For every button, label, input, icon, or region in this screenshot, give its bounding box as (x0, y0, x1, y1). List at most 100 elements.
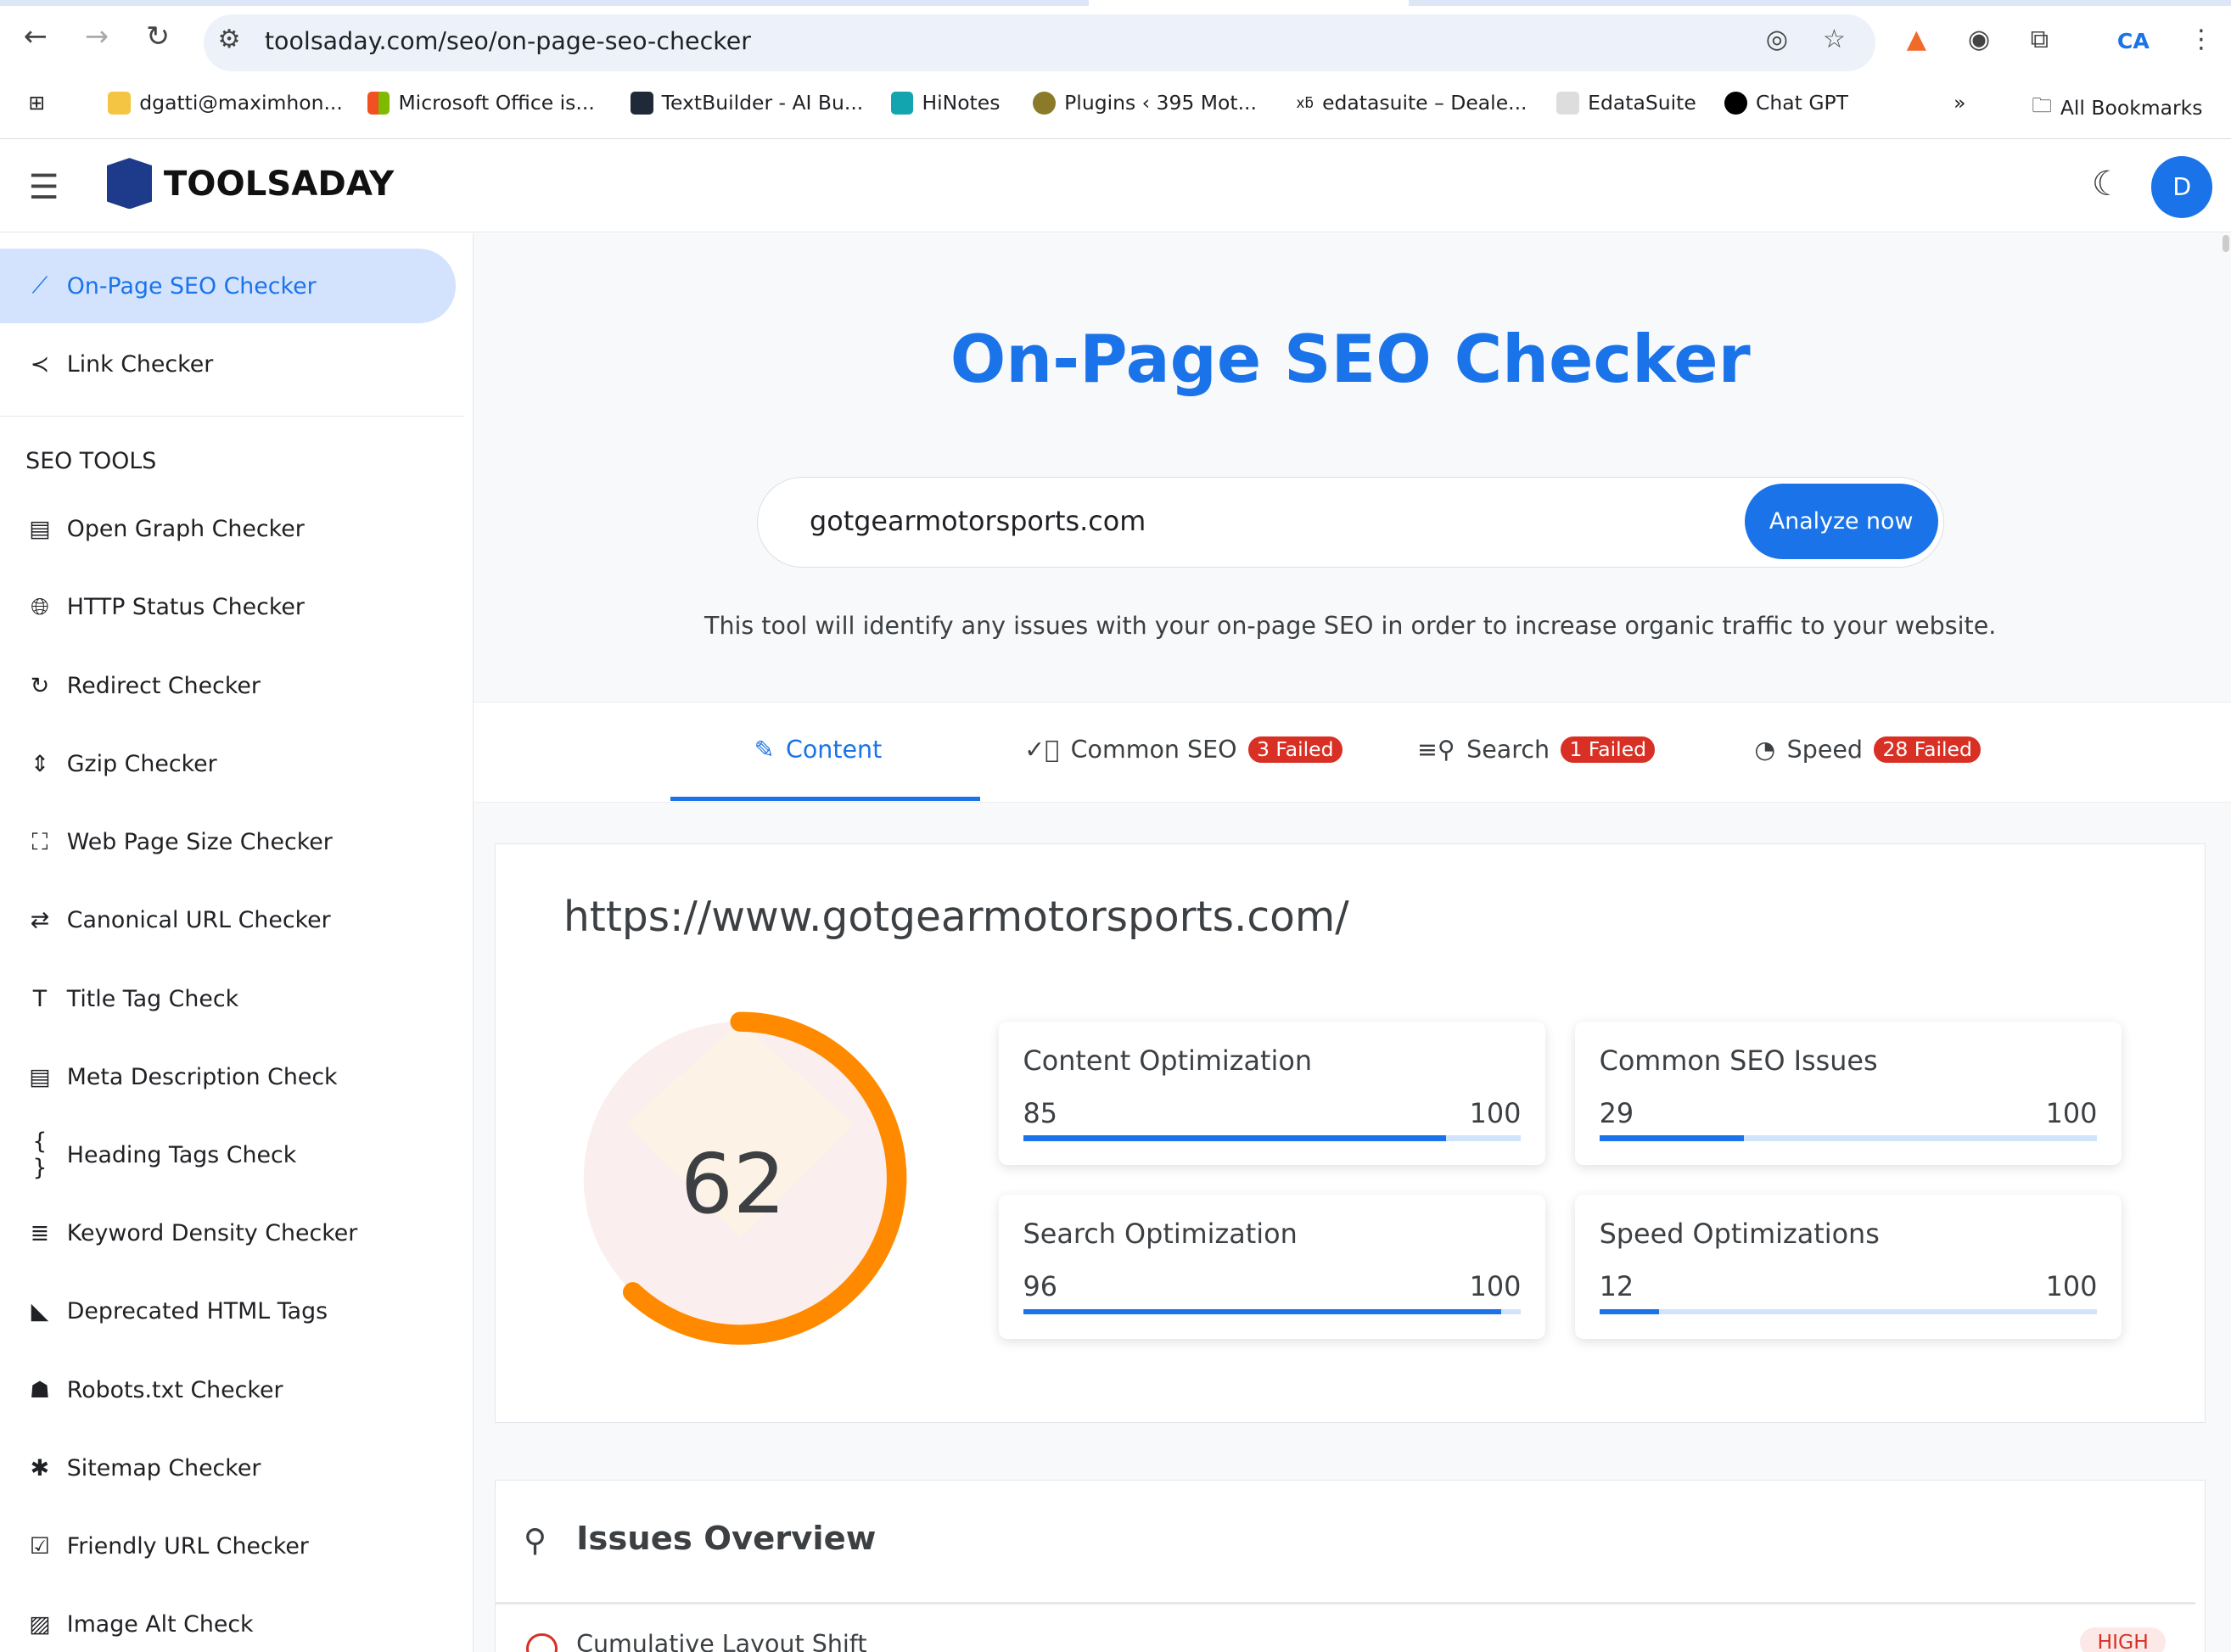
forward-icon[interactable]: → (84, 20, 109, 53)
tab-search[interactable]: ≡⚲ Search 1 Failed (1416, 735, 1656, 764)
progress-track (1599, 1308, 2098, 1315)
bookmark[interactable]: EdataSuite (1556, 91, 1696, 115)
bookmark[interactable]: Microsoft Office is... (367, 91, 595, 115)
search-list-icon: ≡⚲ (1416, 735, 1455, 764)
all-bookmarks[interactable]: 🗀︎ All Bookmarks (2032, 91, 2202, 125)
progress-track (1023, 1308, 1522, 1315)
sidebar-item-label: Sitemap Checker (66, 1454, 261, 1481)
tab-speed[interactable]: ◔ Speed 28 Failed (1754, 736, 1981, 764)
active-tab-indicator (670, 796, 981, 801)
content-icon: ✎ (754, 735, 775, 764)
tool-icon: ▨ (29, 1611, 51, 1638)
sidebar-item[interactable]: ◣ Deprecated HTML Tags (0, 1274, 456, 1348)
issue-item-label[interactable]: Cumulative Layout Shift (576, 1630, 867, 1652)
divider (495, 1601, 2196, 1605)
score-value: 62 (681, 1136, 786, 1232)
sidebar-item[interactable]: ☗ Robots.txt Checker (0, 1353, 456, 1427)
hinotes-icon (890, 91, 914, 115)
sidebar-item[interactable]: ↻ Redirect Checker (0, 649, 456, 723)
failed-badge: 3 Failed (1247, 736, 1343, 764)
gauge-arc (573, 1011, 907, 1345)
tool-icon: T (32, 985, 48, 1012)
tab-content[interactable]: ✎ Content (754, 735, 883, 764)
tool-icon: ⛶ (31, 828, 48, 855)
sidebar-item-label: Meta Description Check (66, 1063, 338, 1090)
sidebar-item-label: Friendly URL Checker (66, 1533, 309, 1560)
ca-extension-icon[interactable]: CA (2116, 28, 2150, 53)
avatar[interactable]: D (2151, 156, 2213, 218)
bookmark[interactable]: xƃ edatasuite – Deale... (1296, 91, 1528, 115)
bookmark[interactable]: dgatti@maximhon... (108, 91, 343, 115)
bookmark[interactable]: Plugins ‹ 395 Mot... (1033, 91, 1257, 115)
plugins-icon (1033, 91, 1057, 115)
dark-mode-icon[interactable]: ☾ (2091, 165, 2122, 204)
metric-label: Search Optimization (1023, 1218, 1298, 1251)
menu-kebab-icon[interactable]: ⋮ (2188, 24, 2214, 54)
eye-off-icon[interactable]: ◎ (1765, 24, 1789, 54)
hamburger-menu-icon[interactable]: ☰ (28, 167, 59, 207)
sidebar-item-link-checker[interactable]: ≺ Link Checker (0, 328, 456, 401)
sidebar-item[interactable]: T Title Tag Check (0, 961, 456, 1035)
sidebar-item-label: Web Page Size Checker (66, 829, 333, 856)
description: This tool will identify any issues with … (704, 611, 1997, 640)
sidebar: ⟋ On-Page SEO Checker ≺ Link Checker SEO T… (0, 232, 474, 1652)
edatasuite-icon: xƃ (1296, 94, 1314, 112)
back-icon[interactable]: ← (23, 20, 48, 53)
address-bar[interactable] (203, 14, 1875, 71)
reload-icon[interactable]: ↻ (146, 20, 171, 53)
sidebar-item[interactable]: ⇄ Canonical URL Checker (0, 883, 456, 957)
severity-badge: HIGH (2080, 1627, 2166, 1652)
sidebar-item[interactable]: ≣ Keyword Density Checker (0, 1196, 456, 1270)
metric-max: 100 (1469, 1096, 1522, 1129)
analyzed-url: https://www.gotgearmotorsports.com/ (563, 893, 1349, 941)
active-tab[interactable] (1088, 0, 1409, 6)
sidebar-item-on-page-seo-checker[interactable]: ⟋ On-Page SEO Checker (0, 249, 456, 323)
sidebar-item[interactable]: ▤ Meta Description Check (0, 1040, 456, 1114)
tool-icon: ☗ (29, 1376, 50, 1403)
tab-common-seo[interactable]: ✓⃝ Common SEO 3 Failed (1024, 736, 1343, 764)
edatasuite-icon (1556, 91, 1580, 115)
more-bookmarks-icon[interactable]: » (1954, 91, 1966, 115)
url-text[interactable]: toolsaday.com/seo/on-page-seo-checker (264, 26, 752, 55)
analyze-button[interactable]: Analyze now (1744, 484, 1938, 559)
sidebar-item[interactable]: ▨ Image Alt Check (0, 1588, 456, 1651)
sidebar-item[interactable]: ⇕ Gzip Checker (0, 727, 456, 801)
issues-title: Issues Overview (576, 1519, 877, 1558)
url-input-value[interactable]: gotgearmotorsports.com (810, 505, 1146, 538)
sidebar-item[interactable]: ⛶ Web Page Size Checker (0, 805, 456, 879)
section-heading: SEO TOOLS (25, 448, 157, 475)
sidebar-item[interactable]: { } Heading Tags Check (0, 1118, 456, 1192)
star-icon[interactable]: ☆ (1822, 24, 1846, 54)
sidebar-item-label: Deprecated HTML Tags (66, 1298, 328, 1325)
sidebar-item[interactable]: ☑ Friendly URL Checker (0, 1509, 456, 1583)
app-header (0, 139, 2231, 233)
sidebar-item[interactable]: ✱ Sitemap Checker (0, 1431, 456, 1505)
sidebar-item[interactable]: ▤ Open Graph Checker (0, 492, 456, 566)
folder-icon: 🗀︎ (2032, 93, 2052, 118)
sidebar-item[interactable]: 🌐︎ HTTP Status Checker (0, 570, 456, 644)
metric-card: Content Optimization 85 100 (999, 1021, 1545, 1166)
sidebar-item-label: Robots.txt Checker (66, 1376, 283, 1403)
score-gauge: 62 (573, 1011, 907, 1345)
bookmark[interactable]: TextBuilder - AI Bu... (630, 91, 863, 115)
metric-value: 29 (1599, 1096, 1634, 1129)
lighthouse-extension-icon[interactable]: ▲ (1906, 24, 1926, 54)
metric-label: Common SEO Issues (1599, 1044, 1878, 1077)
share-icon: ≺ (30, 350, 50, 378)
extensions-icon[interactable]: ⧉ (2030, 24, 2049, 54)
metric-max: 100 (2045, 1270, 2098, 1303)
scrollbar[interactable] (2223, 234, 2230, 252)
failed-badge: 28 Failed (1874, 736, 1981, 764)
logo[interactable]: TOOLSADAY (163, 165, 395, 204)
divider (0, 415, 464, 417)
failed-badge: 1 Failed (1561, 736, 1656, 764)
eye-extension-icon[interactable]: ◉ (1967, 24, 1991, 54)
bookmark[interactable]: Chat GPT (1724, 91, 1848, 115)
gauge-decoration (625, 1021, 855, 1238)
site-info-icon[interactable]: ⚙ (217, 24, 241, 54)
logo-icon (106, 158, 153, 210)
bookmark[interactable]: HiNotes (890, 91, 1000, 115)
error-icon (526, 1632, 558, 1652)
apps-icon[interactable]: ⊞ (28, 91, 46, 115)
metric-card: Common SEO Issues 29 100 (1575, 1021, 2122, 1166)
